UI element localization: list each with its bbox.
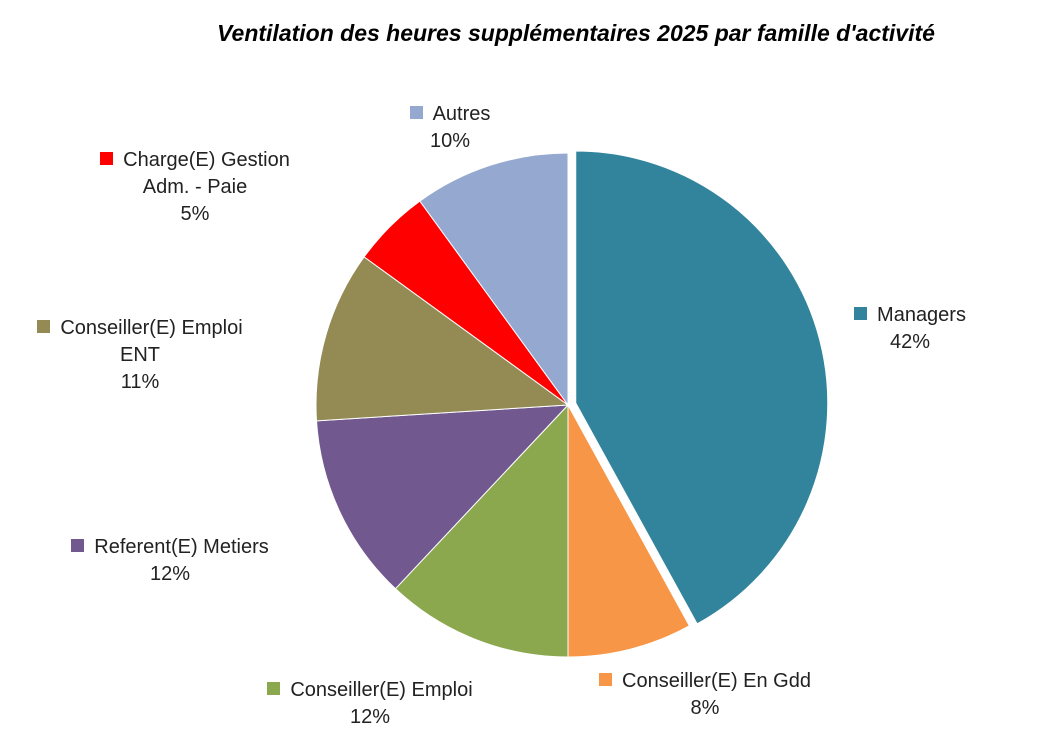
label-name-line: Conseiller(E) Emploi ENT — [20, 315, 260, 369]
category-label: Conseiller(E) Emploi — [290, 679, 473, 701]
value-label: 11% — [120, 371, 160, 393]
value-label: 8% — [690, 697, 720, 719]
label-name-line: Conseiller(E) Emploi — [230, 677, 510, 704]
pie-slice — [394, 403, 569, 658]
label-name-line: Managers — [810, 302, 1010, 329]
category-label: Managers — [877, 304, 966, 326]
slice-label: Conseiller(E) Emploi ENT 11% — [20, 315, 260, 396]
slice-label: Referent(E) Metiers 12% — [30, 534, 310, 588]
slice-label: Autres 10% — [370, 101, 530, 155]
legend-swatch — [267, 682, 281, 695]
slice-label: Managers 42% — [810, 302, 1010, 356]
value-label: 12% — [149, 563, 191, 585]
pie-slice — [315, 256, 570, 422]
label-name-line: Autres — [370, 101, 530, 128]
value-label: 5% — [180, 203, 210, 225]
value-label: 10% — [429, 130, 471, 152]
value-label: 12% — [349, 706, 391, 728]
slice-label: Charge(E) Gestion Adm. - Paie 5% — [78, 147, 313, 228]
pie-slice — [575, 150, 829, 625]
category-label: Conseiller(E) Emploi ENT — [60, 317, 243, 366]
category-label: Charge(E) Gestion Adm. - Paie — [123, 149, 290, 198]
category-label: Referent(E) Metiers — [94, 536, 269, 558]
chart-title: Ventilation des heures supplémentaires 2… — [217, 20, 935, 46]
label-name-line: Charge(E) Gestion Adm. - Paie — [78, 147, 313, 201]
category-label: Conseiller(E) En Gdd — [622, 670, 811, 692]
legend-swatch — [599, 673, 613, 686]
category-label: Autres — [432, 103, 491, 125]
slice-label: Conseiller(E) Emploi 12% — [230, 677, 510, 731]
legend-swatch — [409, 106, 423, 119]
pie-slice — [567, 404, 691, 658]
legend-swatch — [100, 152, 114, 165]
label-name-line: Referent(E) Metiers — [30, 534, 310, 561]
pie-slice — [315, 404, 570, 590]
legend-swatch — [854, 307, 868, 320]
value-label: 42% — [889, 331, 931, 353]
legend-swatch — [71, 539, 85, 552]
pie-slice — [419, 152, 569, 407]
slice-label: Conseiller(E) En Gdd 8% — [565, 668, 845, 722]
legend-swatch — [37, 320, 51, 333]
label-name-line: Conseiller(E) En Gdd — [565, 668, 845, 695]
